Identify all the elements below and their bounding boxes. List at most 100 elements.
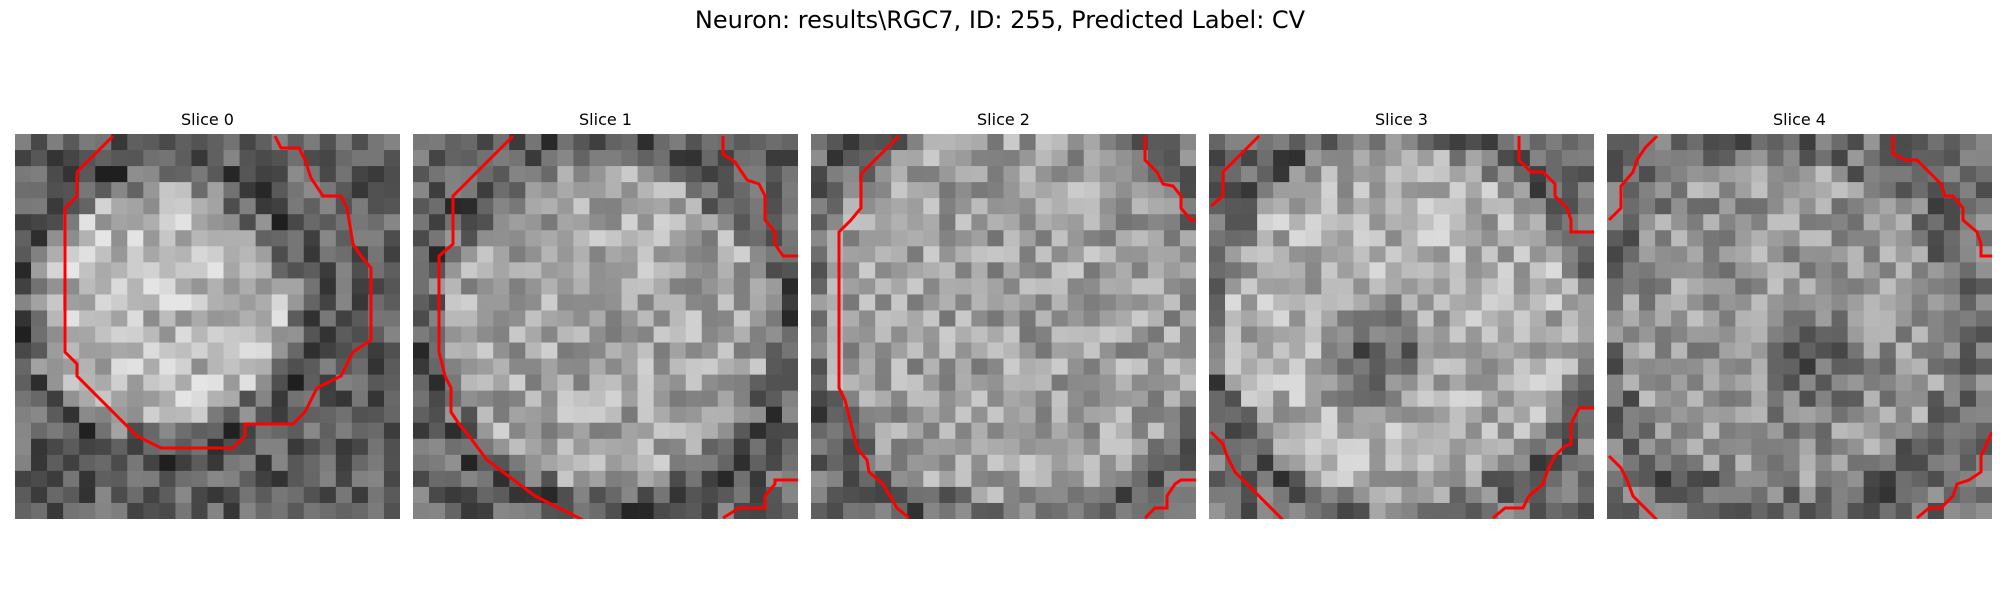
pixel (1815, 406, 1833, 424)
pixel (47, 230, 64, 247)
pixel (1513, 310, 1531, 328)
contour-line (1607, 134, 1659, 222)
pixel (239, 374, 257, 392)
pixel (175, 198, 193, 215)
pixel (1719, 182, 1736, 199)
pixel (1273, 166, 1290, 183)
pixel (303, 454, 321, 472)
pixel (31, 262, 48, 279)
pixel (207, 486, 225, 504)
pixel (1927, 406, 1945, 424)
pixel (955, 246, 973, 263)
pixel (1863, 486, 1881, 504)
pixel (605, 342, 623, 360)
pixel (811, 246, 828, 263)
pixel (461, 310, 478, 328)
pixel (875, 294, 892, 312)
pixel (907, 246, 924, 263)
pixel (1369, 438, 1387, 456)
pixel (1131, 182, 1149, 199)
pixel (95, 182, 112, 199)
pixel (1895, 230, 1913, 247)
pixel (923, 246, 940, 263)
pixel (335, 422, 353, 440)
pixel (1735, 294, 1752, 312)
pixel (1751, 486, 1769, 504)
pixel (255, 486, 273, 504)
pixel (159, 214, 177, 231)
pixel (669, 278, 687, 296)
pixel (1911, 358, 1929, 376)
pixel (63, 422, 80, 440)
pixel (1687, 438, 1704, 456)
pixel (1305, 406, 1322, 424)
pixel (939, 262, 956, 279)
pixel (127, 486, 144, 504)
pixel (987, 214, 1005, 231)
pixel (303, 262, 321, 279)
pixel (1751, 134, 1769, 151)
pixel (509, 470, 526, 488)
pixel (573, 342, 591, 360)
pixel (477, 342, 494, 360)
pixel (31, 358, 48, 376)
pixel (1735, 390, 1752, 408)
pixel (557, 182, 575, 199)
pixel (127, 406, 144, 424)
pixel (749, 310, 767, 328)
pixel (1545, 326, 1563, 344)
pixel (1003, 150, 1021, 167)
pixel (1671, 166, 1688, 183)
pixel (383, 502, 400, 519)
pixel (1257, 310, 1274, 328)
pixel (1607, 262, 1624, 279)
pixel (95, 390, 112, 408)
pixel (477, 166, 494, 183)
pixel (429, 278, 446, 296)
pixel (653, 246, 671, 263)
pixel (843, 374, 860, 392)
pixel (955, 422, 973, 440)
pixel (1623, 358, 1640, 376)
pixel (1163, 326, 1181, 344)
pixel (351, 502, 369, 519)
pixel (303, 438, 321, 456)
pixel (1927, 198, 1945, 215)
pixel (461, 470, 478, 488)
pixel (1465, 470, 1483, 488)
pixel (1321, 438, 1338, 456)
pixel (223, 406, 241, 424)
pixel (1337, 310, 1354, 328)
pixel (1497, 294, 1515, 312)
pixel (1815, 310, 1833, 328)
pixel (589, 438, 607, 456)
pixel (319, 470, 337, 488)
pixel (1083, 454, 1101, 472)
pixel (1417, 310, 1435, 328)
pixel (1035, 422, 1053, 440)
pixel (1163, 198, 1181, 215)
pixel (255, 278, 273, 296)
pixel (589, 246, 607, 263)
pixel (1719, 166, 1736, 183)
pixel (1401, 358, 1419, 376)
pixel (811, 326, 828, 344)
pixel (1831, 310, 1849, 328)
pixel (1975, 326, 1992, 344)
pixel (1623, 214, 1640, 231)
pixel (127, 294, 144, 312)
pixel (733, 422, 751, 440)
pixel (1115, 342, 1133, 360)
pixel (287, 214, 305, 231)
pixel (1767, 454, 1785, 472)
pixel (303, 230, 321, 247)
pixel (1879, 278, 1897, 296)
pixel (1369, 374, 1387, 392)
pixel (383, 454, 400, 472)
pixel (685, 438, 703, 456)
pixel (1131, 406, 1149, 424)
pixel (239, 166, 257, 183)
pixel (1943, 262, 1961, 279)
pixel (95, 198, 112, 215)
pixel (1831, 486, 1849, 504)
